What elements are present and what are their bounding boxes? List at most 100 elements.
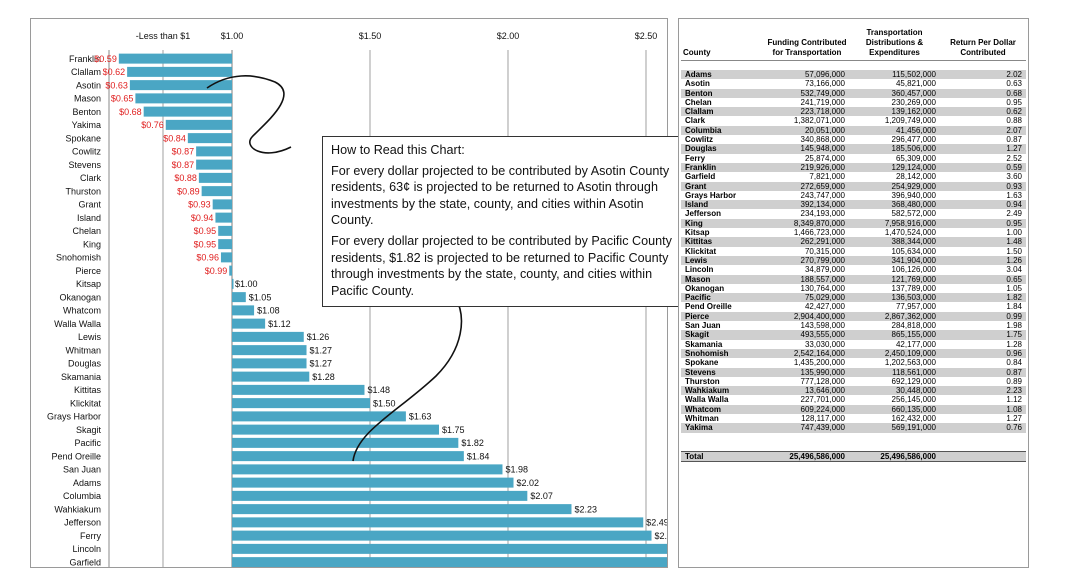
cell-distributions: 284,818,000 [849,321,940,331]
how-to-read-note: How to Read this Chart: For every dollar… [322,136,696,307]
cell-county: Spokane [681,358,765,368]
cell-return: 0.88 [940,116,1026,126]
cell-return: 2.07 [940,125,1026,136]
table-row: Wahkiakum 13,646,000 30,448,000 2.23 [681,386,1026,396]
cell-distributions: 105,634,000 [849,246,940,256]
cell-funding: 1,466,723,000 [765,228,849,238]
table-row: Grays Harbor 243,747,000 396,940,000 1.63 [681,190,1026,201]
cell-funding: 609,224,000 [765,404,849,414]
cell-distributions: 106,126,000 [849,265,940,275]
category-label: Clallam [71,67,101,77]
cell-distributions: 692,129,000 [849,376,940,387]
cell-return: 3.04 [940,265,1026,275]
cell-funding: 130,764,000 [765,283,849,294]
table-row: Garfield 7,821,000 28,142,000 3.60 [681,172,1026,182]
cell-county: Wahkiakum [681,386,765,396]
bar [229,265,232,276]
cell-distributions: 230,269,000 [849,97,940,108]
cell-funding: 219,926,000 [765,162,849,173]
category-label: Ferry [80,531,101,541]
category-label: Asotin [76,80,101,90]
data-label: $1.84 [467,451,490,461]
category-label: Island [77,213,101,223]
cell-return: 0.84 [940,358,1026,368]
cell-funding: 188,557,000 [765,274,849,284]
cell-county: Clark [681,116,765,126]
cell-funding: 234,193,000 [765,209,849,219]
cell-distributions: 660,135,000 [849,404,940,414]
cell-funding: 270,799,000 [765,255,849,266]
cell-distributions: 7,958,916,000 [849,218,940,229]
county-funding-table-panel: County Funding Contributed for Transport… [678,18,1029,568]
cell-return: 0.65 [940,274,1026,284]
cell-funding: 13,646,000 [765,386,849,396]
cell-distributions: 2,450,109,000 [849,348,940,359]
category-label: Whitman [65,345,101,355]
cell-distributions: 254,929,000 [849,181,940,191]
cell-funding: 392,134,000 [765,200,849,210]
cell-distributions: 28,142,000 [849,172,940,182]
cell-return: 1.05 [940,283,1026,294]
category-label: Pacific [74,438,101,448]
table-row: Snohomish 2,542,164,000 2,450,109,000 0.96 [681,348,1026,359]
bar [232,517,644,528]
bar [165,119,232,130]
cell-county: Stevens [681,367,765,377]
category-label: Pierce [75,266,101,276]
category-label: Columbia [63,491,101,501]
category-label: Grays Harbor [47,412,101,422]
category-label: King [83,239,101,249]
table-spacer-row [681,60,1026,70]
data-label: $0.95 [194,239,217,249]
table-row: Skagit 493,555,000 865,155,000 1.75 [681,330,1026,340]
cell-county: Franklin [681,162,765,173]
callout-connectors [206,75,463,462]
cell-county: Garfield [681,172,765,182]
cell-distributions: 865,155,000 [849,330,940,340]
bar [232,398,370,409]
table-row: Klickitat 70,315,000 105,634,000 1.50 [681,246,1026,256]
cell-county: Okanogan [681,283,765,294]
cell-county: Grant [681,181,765,191]
cell-funding: 747,439,000 [765,423,849,433]
category-label: Adams [73,478,102,488]
cell-return: 0.76 [940,423,1026,433]
cell-county: Pierce [681,311,765,322]
category-label: Snohomish [56,253,101,263]
cell-return: 2.52 [940,153,1026,163]
category-label: Lewis [78,332,102,342]
data-label: $1.98 [505,465,528,475]
category-label: Mason [74,94,101,104]
bar [143,106,232,117]
data-label: $2.07 [530,491,553,501]
cell-county: Snohomish [681,348,765,359]
data-label: $1.75 [442,425,465,435]
cell-return: 0.94 [940,200,1026,210]
table-spacer-row [681,432,1026,442]
category-label: San Juan [63,465,101,475]
cell-funding: 223,718,000 [765,107,849,117]
cell-county: Kittitas [681,237,765,247]
bar [232,490,528,501]
cell-distributions: 1,209,749,000 [849,116,940,126]
data-label: $0.87 [172,160,195,170]
table-row: Island 392,134,000 368,480,000 0.94 [681,200,1026,210]
table-row: Kitsap 1,466,723,000 1,470,524,000 1.00 [681,228,1026,238]
cell-funding: 262,291,000 [765,237,849,247]
cell-return: 1.26 [940,255,1026,266]
bar [212,199,232,210]
table-total-row: Total 25,496,586,000 25,496,586,000 [681,450,1026,462]
cell-county: Grays Harbor [681,190,765,201]
cell-county: Adams [681,70,765,80]
bar [232,371,310,382]
table-row: Grant 272,659,000 254,929,000 0.93 [681,181,1026,191]
cell-county: Skagit [681,330,765,340]
cell-distributions: 162,432,000 [849,413,940,424]
cell-funding: 143,598,000 [765,321,849,331]
data-label: $1.26 [307,332,330,342]
cell-county: Pacific [681,293,765,303]
cell-funding: 243,747,000 [765,190,849,201]
label-layer: -Less than $1$1.00$1.50$2.00$2.50$3.00$3… [47,31,667,567]
cell-county: San Juan [681,321,765,331]
data-label: $1.28 [312,372,335,382]
